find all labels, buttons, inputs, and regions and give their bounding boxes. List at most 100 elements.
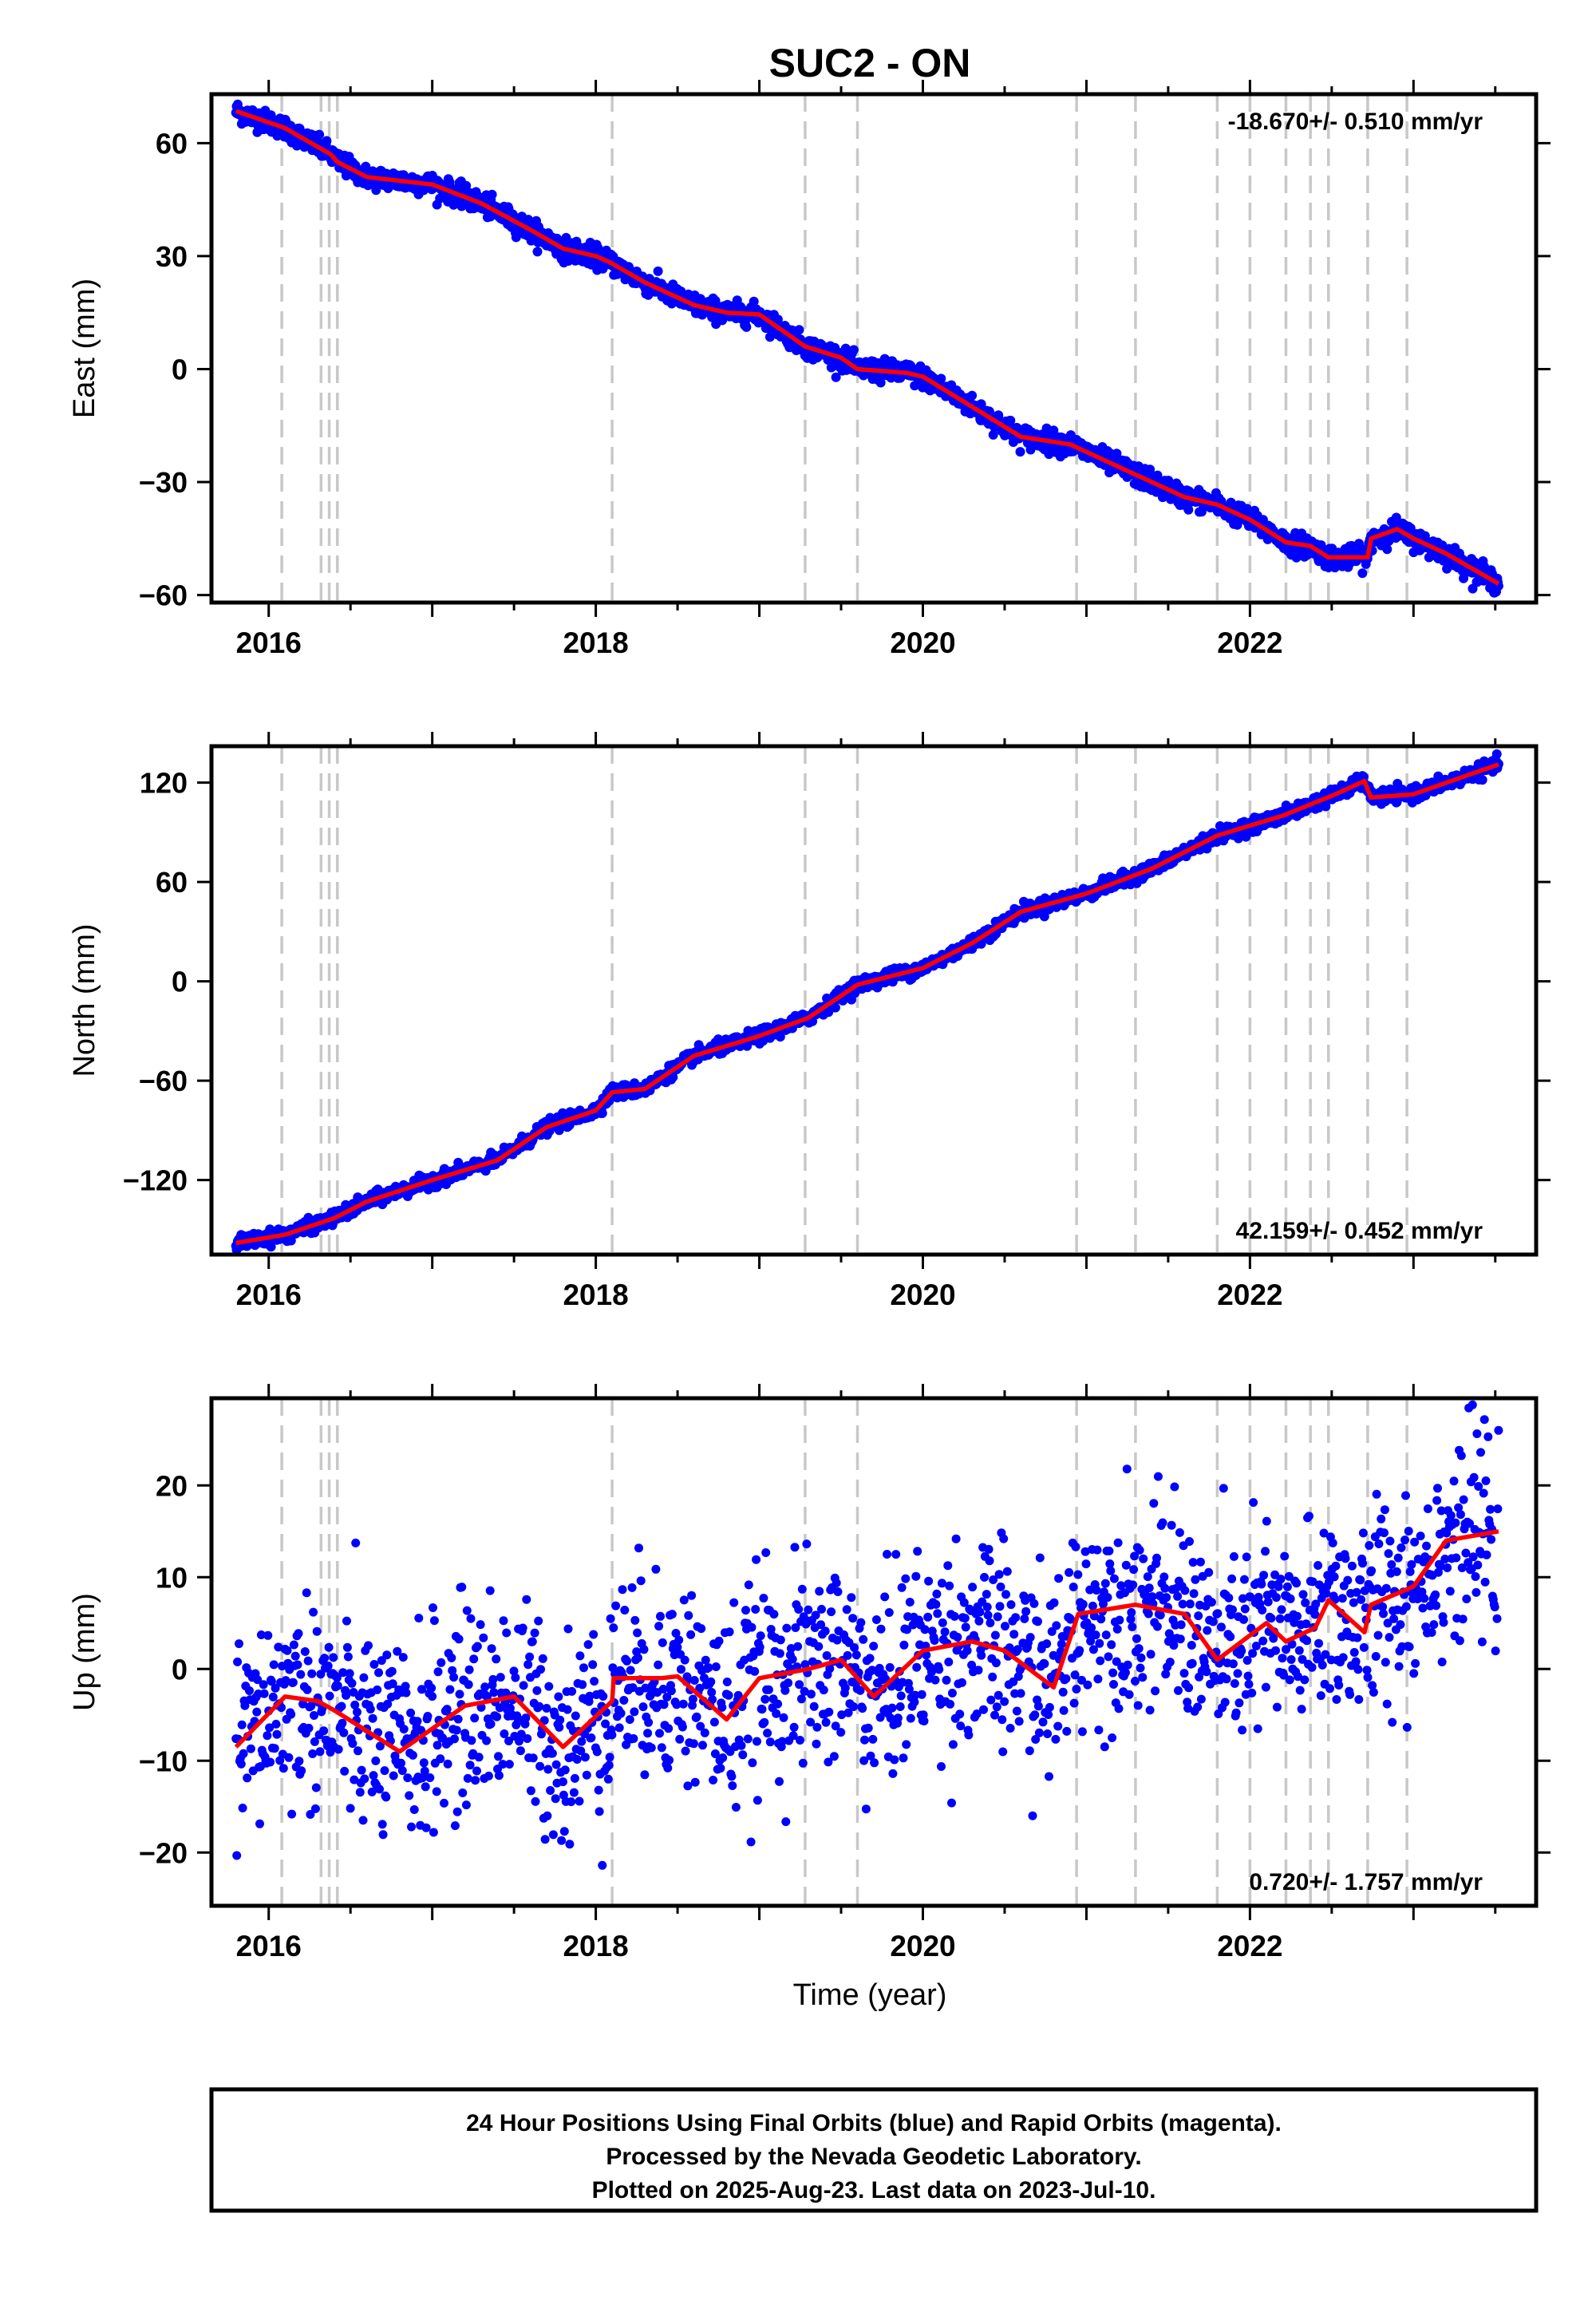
data-point [452, 1725, 461, 1735]
data-point [504, 1737, 513, 1745]
data-point [535, 1701, 544, 1711]
data-point [530, 1628, 539, 1638]
data-point [350, 1775, 359, 1784]
data-point [310, 1711, 318, 1720]
x-tick-label: 2020 [890, 626, 955, 659]
data-point [239, 1749, 248, 1758]
data-point [472, 1642, 482, 1651]
data-point [479, 1633, 488, 1642]
data-point [381, 1792, 391, 1802]
east-plot-frame [209, 92, 1539, 605]
data-point [374, 1668, 383, 1678]
data-point [302, 1685, 312, 1694]
data-point [377, 1656, 386, 1666]
y-tick-label: 120 [140, 767, 188, 800]
data-point [302, 1588, 311, 1598]
data-point [377, 1820, 387, 1829]
data-point [310, 1737, 319, 1746]
data-point [523, 1734, 532, 1743]
data-point [355, 1788, 365, 1797]
chart-title: SUC2 - ON [769, 41, 971, 85]
data-point [268, 1692, 278, 1701]
data-point [397, 1758, 405, 1768]
data-point [494, 1771, 504, 1780]
data-point [405, 1791, 414, 1800]
data-point [936, 373, 946, 384]
data-point [476, 1620, 485, 1630]
data-point [409, 1805, 419, 1814]
x-tick-label: 2020 [890, 1279, 955, 1311]
data-point [513, 1713, 523, 1723]
north-model-line [235, 762, 1499, 1246]
data-point [266, 1757, 275, 1767]
data-point [378, 1830, 388, 1840]
data-point [452, 1807, 462, 1816]
data-point [457, 1583, 467, 1592]
data-point [436, 1754, 445, 1764]
data-point [831, 372, 841, 382]
data-point [269, 1660, 279, 1670]
data-point [449, 1673, 459, 1682]
data-point [486, 1719, 496, 1729]
east-data-points [231, 99, 1503, 598]
data-point [320, 1654, 330, 1663]
data-point [462, 1606, 472, 1615]
data-point [511, 232, 521, 243]
data-point [519, 1681, 528, 1690]
data-point [487, 1644, 496, 1654]
data-point [348, 1739, 358, 1749]
data-point [263, 1630, 273, 1640]
data-point [429, 1616, 439, 1626]
data-point [470, 1713, 480, 1723]
data-point [298, 1699, 307, 1709]
y-tick-label: −120 [123, 1164, 188, 1197]
data-point [442, 1705, 452, 1714]
data-point [988, 429, 998, 440]
x-tick-label: 2016 [236, 626, 302, 659]
data-point [1382, 544, 1393, 555]
data-point [350, 1700, 360, 1709]
data-point [542, 1704, 551, 1713]
data-point [281, 1676, 290, 1686]
data-point [296, 1670, 306, 1679]
data-point [259, 1689, 269, 1698]
data-point [338, 1668, 348, 1678]
data-point [474, 1753, 484, 1762]
data-point [522, 1595, 531, 1604]
y-tick-label: 60 [156, 127, 188, 160]
data-point [256, 1630, 266, 1639]
data-point [375, 1784, 384, 1794]
data-point [438, 1733, 448, 1743]
data-point [274, 1642, 283, 1652]
data-point [315, 1747, 325, 1757]
data-point [306, 1701, 316, 1711]
data-point [423, 1712, 433, 1721]
data-point [324, 1642, 334, 1652]
data-point [516, 1746, 525, 1756]
data-point [243, 1773, 252, 1783]
data-point [338, 1718, 347, 1728]
data-point [232, 1851, 242, 1860]
data-point [252, 1707, 262, 1717]
data-point [653, 266, 663, 276]
data-point [360, 1774, 369, 1784]
data-point [433, 1741, 442, 1750]
data-point [461, 1800, 471, 1810]
data-point [304, 1723, 314, 1733]
data-point [425, 1773, 435, 1782]
data-point [749, 296, 759, 306]
data-point [455, 1690, 464, 1699]
data-point [290, 1651, 300, 1661]
data-point [546, 1786, 555, 1795]
data-point [538, 1654, 547, 1663]
data-point [417, 1685, 426, 1694]
data-point [1112, 449, 1122, 459]
data-point [310, 1804, 320, 1813]
data-point [534, 1616, 543, 1626]
north-data-points [231, 749, 1503, 1255]
data-point [340, 1766, 350, 1776]
data-point [420, 1766, 429, 1776]
data-point [375, 1741, 385, 1751]
data-point [543, 1811, 552, 1820]
